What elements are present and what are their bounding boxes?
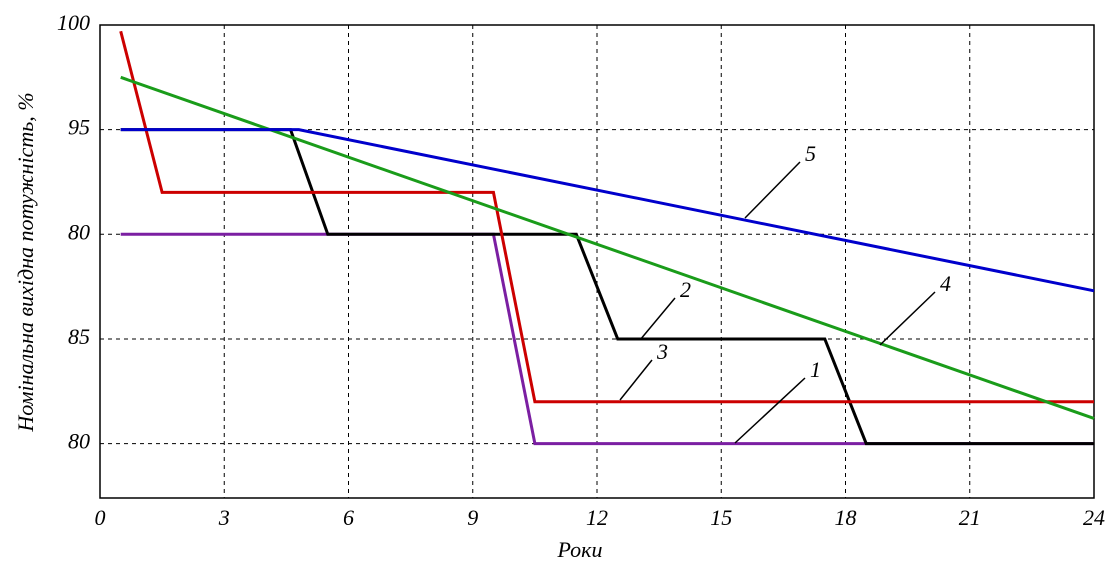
x-tick-label: 18 [835, 505, 857, 530]
callout-line [639, 297, 676, 341]
y-tick-label: 80 [68, 219, 90, 244]
x-tick-label: 15 [710, 505, 732, 530]
callout-line [744, 161, 801, 219]
x-tick-label: 3 [218, 505, 230, 530]
line [119, 30, 1094, 404]
callout-line [734, 377, 806, 444]
y-axis-label: Номінальна вихідна потужність, % [13, 92, 38, 432]
x-tick-label: 12 [586, 505, 608, 530]
callout-line [619, 359, 653, 401]
y-tick-label: 95 [68, 115, 90, 140]
line [120, 75, 1095, 420]
x-tick-label: 21 [959, 505, 981, 530]
series-label: 1 [810, 357, 821, 382]
x-axis-label: Роки [557, 537, 603, 562]
y-tick-label: 100 [57, 10, 90, 35]
series-label: 4 [940, 271, 951, 296]
x-tick-label: 9 [467, 505, 478, 530]
y-tick-label: 80 [68, 429, 90, 454]
callout-line [879, 291, 936, 346]
line [120, 128, 1094, 446]
x-tick-label: 6 [343, 505, 354, 530]
series-label: 5 [805, 141, 816, 166]
series-label: 3 [656, 339, 668, 364]
line [120, 128, 1095, 293]
x-tick-label: 0 [95, 505, 106, 530]
series-label: 2 [680, 277, 691, 302]
x-tick-label: 24 [1083, 505, 1105, 530]
y-tick-label: 85 [68, 324, 90, 349]
plot-frame [99, 24, 1095, 499]
line [120, 232, 1094, 446]
